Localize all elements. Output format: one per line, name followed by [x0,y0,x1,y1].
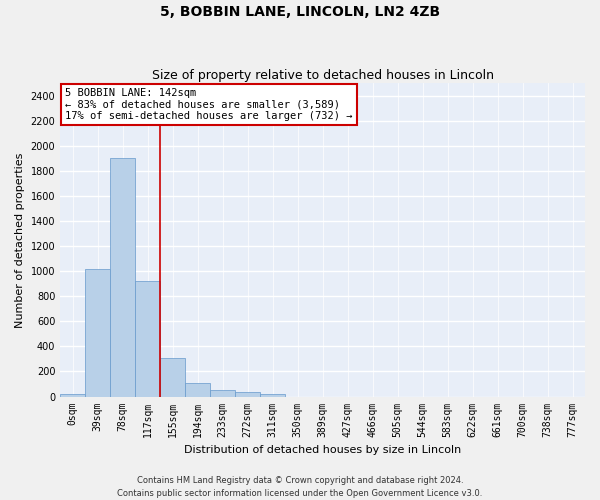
Bar [135,281,160,396]
Text: 5, BOBBIN LANE, LINCOLN, LN2 4ZB: 5, BOBBIN LANE, LINCOLN, LN2 4ZB [160,5,440,19]
Text: 5 BOBBIN LANE: 142sqm
← 83% of detached houses are smaller (3,589)
17% of semi-d: 5 BOBBIN LANE: 142sqm ← 83% of detached … [65,88,353,121]
Bar [60,394,85,396]
Bar [85,268,110,396]
X-axis label: Distribution of detached houses by size in Lincoln: Distribution of detached houses by size … [184,445,461,455]
Y-axis label: Number of detached properties: Number of detached properties [15,152,25,328]
Title: Size of property relative to detached houses in Lincoln: Size of property relative to detached ho… [152,69,494,82]
Bar [210,390,235,396]
Bar [110,158,135,396]
Text: Contains HM Land Registry data © Crown copyright and database right 2024.
Contai: Contains HM Land Registry data © Crown c… [118,476,482,498]
Bar [160,358,185,397]
Bar [235,392,260,396]
Bar [185,384,210,396]
Bar [260,394,285,396]
